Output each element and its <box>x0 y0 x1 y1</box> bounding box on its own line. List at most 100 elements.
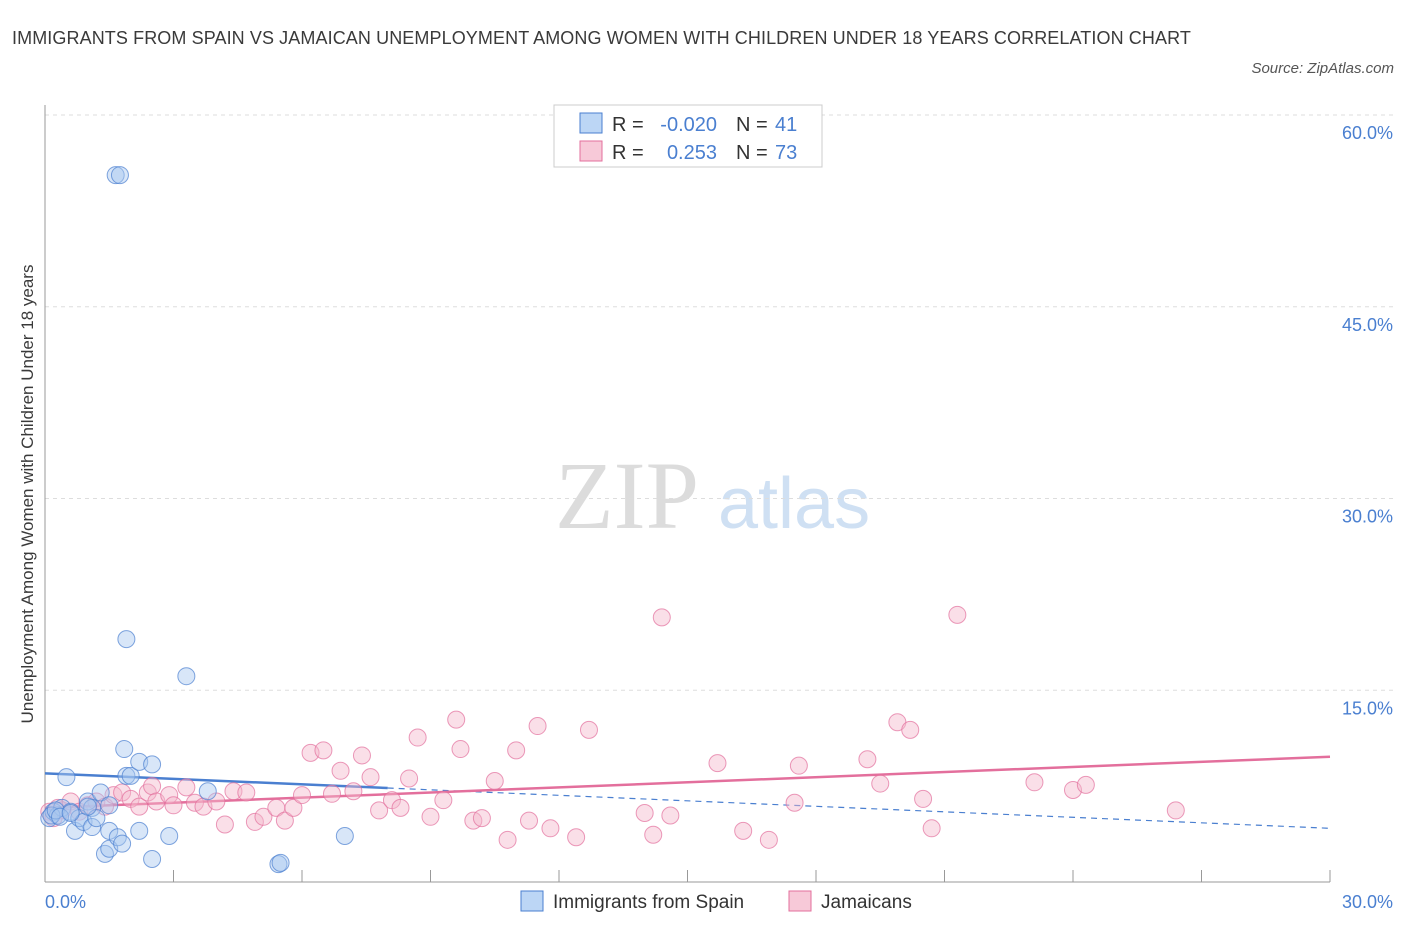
x-tick-label-min: 0.0% <box>45 892 86 912</box>
legend-swatch-jamaicans <box>579 140 603 162</box>
point-jamaicans-23 <box>224 782 243 801</box>
point-jamaicans-44 <box>434 791 453 810</box>
legend-n-value-spain: 41 <box>775 114 797 136</box>
point-jamaicans-56 <box>579 720 598 739</box>
legend-n-value-jamaicans: 73 <box>775 142 797 164</box>
point-jamaicans-16 <box>160 786 179 805</box>
point-jamaicans-25 <box>245 812 264 831</box>
point-spain-38 <box>50 807 69 826</box>
watermark-zip: ZIP <box>555 442 699 549</box>
legend-r-value-jamaicans: 0.253 <box>667 142 717 164</box>
point-jamaicans-46 <box>451 740 470 759</box>
point-jamaicans-73 <box>1025 773 1044 792</box>
point-jamaicans-45 <box>447 710 466 729</box>
point-jamaicans-61 <box>708 754 727 773</box>
point-jamaicans-34 <box>331 761 350 780</box>
point-jamaicans-51 <box>507 741 526 760</box>
bottom-legend-swatch-jamaicans <box>788 890 812 912</box>
point-spain-26 <box>130 821 149 840</box>
point-spain-30 <box>160 826 179 845</box>
point-jamaicans-24 <box>237 783 256 802</box>
point-spain-23 <box>117 766 136 785</box>
point-jamaicans-30 <box>293 786 311 805</box>
bottom-legend-label-jamaicans: Jamaicans <box>821 892 912 913</box>
watermark-atlas: atlas <box>718 464 870 544</box>
point-spain-31 <box>177 667 196 686</box>
legend-swatch-spain <box>579 112 603 134</box>
point-jamaicans-32 <box>314 741 333 760</box>
point-spain-4 <box>57 768 76 787</box>
point-spain-35 <box>335 826 354 845</box>
point-spain-40 <box>61 803 80 822</box>
point-jamaicans-52 <box>520 811 539 830</box>
chart-title: IMMIGRANTS FROM SPAIN VS JAMAICAN UNEMPL… <box>12 28 1191 48</box>
point-jamaicans-63 <box>759 830 778 849</box>
y-tick-label-60: 60.0% <box>1342 123 1393 143</box>
point-jamaicans-64 <box>789 756 808 775</box>
point-jamaicans-28 <box>275 811 294 830</box>
point-spain-29 <box>143 755 162 774</box>
point-jamaicans-59 <box>652 608 671 627</box>
legend-r-label-jamaicans: R = <box>612 142 644 164</box>
point-jamaicans-69 <box>901 720 920 739</box>
point-jamaicans-17 <box>164 796 183 815</box>
point-jamaicans-43 <box>421 807 440 826</box>
point-jamaicans-57 <box>635 803 654 822</box>
point-jamaicans-49 <box>485 772 504 791</box>
point-jamaicans-12 <box>130 797 149 816</box>
point-jamaicans-22 <box>215 815 234 834</box>
point-jamaicans-75 <box>1076 775 1095 794</box>
point-spain-17 <box>100 796 119 815</box>
x-tick-label-max: 30.0% <box>1342 892 1393 912</box>
trend-line-spain-dashed <box>387 787 1331 829</box>
point-jamaicans-18 <box>177 778 196 797</box>
point-spain-21 <box>110 166 129 185</box>
point-jamaicans-62 <box>734 821 753 840</box>
point-spain-25 <box>121 766 140 785</box>
y-tick-label-45: 45.0% <box>1342 315 1393 335</box>
point-jamaicans-71 <box>922 819 941 838</box>
point-spain-19 <box>113 834 132 853</box>
chart-source: Source: ZipAtlas.com <box>1251 60 1394 77</box>
bottom-legend-label-spain: Immigrants from Spain <box>553 892 744 913</box>
point-spain-11 <box>83 818 102 837</box>
point-spain-34 <box>271 853 290 872</box>
legend-r-value-spain: -0.020 <box>660 114 717 136</box>
watermark: ZIP atlas <box>555 442 870 549</box>
bottom-legend-swatch-spain <box>520 890 544 912</box>
point-jamaicans-50 <box>498 830 517 849</box>
point-jamaicans-41 <box>400 769 419 788</box>
point-jamaicans-26 <box>254 807 273 826</box>
point-jamaicans-55 <box>567 828 586 847</box>
point-jamaicans-29 <box>284 798 303 817</box>
point-jamaicans-48 <box>472 809 491 828</box>
trend-line-jamaicans <box>44 755 1331 810</box>
bottom-legend: Immigrants from Spain Jamaicans <box>520 890 912 913</box>
point-spain-20 <box>106 166 125 185</box>
data-points <box>40 166 1185 874</box>
point-jamaicans-19 <box>185 793 204 812</box>
point-jamaicans-65 <box>785 793 804 812</box>
point-spain-32 <box>198 782 217 801</box>
point-jamaicans-53 <box>528 717 547 736</box>
point-jamaicans-72 <box>948 605 967 624</box>
point-jamaicans-66 <box>858 750 877 769</box>
axes: 15.0% 30.0% 45.0% 60.0% 0.0% 30.0% <box>44 105 1393 912</box>
point-jamaicans-42 <box>408 728 427 747</box>
point-spain-13 <box>91 783 110 802</box>
point-jamaicans-54 <box>541 819 560 838</box>
point-jamaicans-33 <box>322 784 341 803</box>
y-tick-label-30: 30.0% <box>1342 507 1393 527</box>
point-jamaicans-58 <box>644 825 663 844</box>
point-spain-28 <box>143 849 162 868</box>
point-jamaicans-40 <box>391 798 410 817</box>
gridlines <box>45 114 1395 691</box>
point-spain-22 <box>115 740 134 759</box>
point-jamaicans-14 <box>143 777 162 796</box>
point-spain-24 <box>117 630 136 649</box>
point-jamaicans-76 <box>1166 801 1185 820</box>
point-jamaicans-70 <box>914 789 933 808</box>
point-jamaicans-35 <box>344 782 363 801</box>
legend-r-label-spain: R = <box>612 114 644 136</box>
